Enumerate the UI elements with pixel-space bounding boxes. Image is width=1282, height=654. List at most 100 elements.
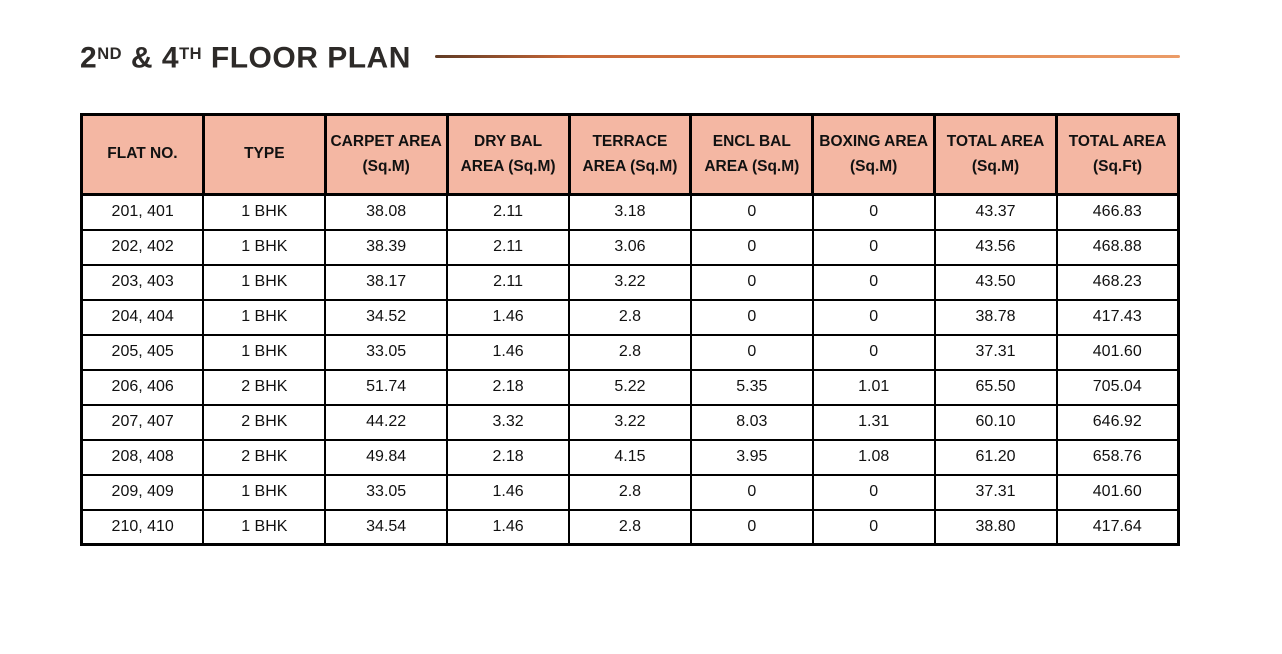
cell-terrace-area: 3.18 <box>568 193 692 231</box>
table-header-row: FLAT NO. TYPE CARPET AREA (Sq.M) DRY BAL… <box>80 113 1180 196</box>
cell-carpet-area: 38.17 <box>324 263 449 301</box>
cell-dry-bal-area: 1.46 <box>446 333 570 371</box>
cell-total-area-sqm: 65.50 <box>933 368 1058 406</box>
cell-dry-bal-area: 2.18 <box>446 368 570 406</box>
cell-carpet-area: 38.39 <box>324 228 449 266</box>
cell-boxing-area: 0 <box>811 263 936 301</box>
cell-total-area-sqft: 417.43 <box>1055 298 1180 336</box>
title-text: FLOOR PLAN <box>202 41 411 75</box>
cell-total-area-sqft: 705.04 <box>1055 368 1180 406</box>
cell-boxing-area: 0 <box>811 508 936 546</box>
cell-boxing-area: 0 <box>811 473 936 511</box>
table-row: 209, 409 1 BHK 33.05 1.46 2.8 0 0 37.31 … <box>80 473 1180 511</box>
cell-dry-bal-area: 2.11 <box>446 193 570 231</box>
cell-carpet-area: 38.08 <box>324 193 449 231</box>
cell-boxing-area: 1.08 <box>811 438 936 476</box>
cell-encl-bal-area: 0 <box>689 228 814 266</box>
title-superscript: ND <box>97 44 123 63</box>
cell-flat-no: 207, 407 <box>80 403 205 441</box>
cell-terrace-area: 2.8 <box>568 473 692 511</box>
cell-carpet-area: 49.84 <box>324 438 449 476</box>
cell-dry-bal-area: 1.46 <box>446 473 570 511</box>
cell-terrace-area: 3.22 <box>568 263 692 301</box>
cell-dry-bal-area: 2.11 <box>446 263 570 301</box>
cell-encl-bal-area: 3.95 <box>689 438 814 476</box>
table-head: FLAT NO. TYPE CARPET AREA (Sq.M) DRY BAL… <box>80 113 1180 196</box>
cell-total-area-sqft: 401.60 <box>1055 333 1180 371</box>
cell-encl-bal-area: 0 <box>689 508 814 546</box>
table-row: 206, 406 2 BHK 51.74 2.18 5.22 5.35 1.01… <box>80 368 1180 406</box>
cell-carpet-area: 51.74 <box>324 368 449 406</box>
table-row: 202, 402 1 BHK 38.39 2.11 3.06 0 0 43.56… <box>80 228 1180 266</box>
cell-encl-bal-area: 0 <box>689 298 814 336</box>
cell-type: 1 BHK <box>202 263 327 301</box>
cell-type: 1 BHK <box>202 473 327 511</box>
cell-type: 1 BHK <box>202 298 327 336</box>
cell-total-area-sqft: 658.76 <box>1055 438 1180 476</box>
cell-flat-no: 209, 409 <box>80 473 205 511</box>
cell-total-area-sqm: 37.31 <box>933 333 1058 371</box>
floor-plan-table: FLAT NO. TYPE CARPET AREA (Sq.M) DRY BAL… <box>80 113 1180 546</box>
cell-flat-no: 204, 404 <box>80 298 205 336</box>
table-row: 207, 407 2 BHK 44.22 3.32 3.22 8.03 1.31… <box>80 403 1180 441</box>
cell-terrace-area: 5.22 <box>568 368 692 406</box>
cell-encl-bal-area: 0 <box>689 333 814 371</box>
cell-type: 1 BHK <box>202 193 327 231</box>
cell-boxing-area: 0 <box>811 228 936 266</box>
cell-total-area-sqft: 417.64 <box>1055 508 1180 546</box>
title-superscript: TH <box>179 44 203 63</box>
cell-boxing-area: 0 <box>811 298 936 336</box>
page-title: 2ND & 4TH FLOOR PLAN <box>80 36 411 76</box>
cell-total-area-sqm: 37.31 <box>933 473 1058 511</box>
column-header: BOXING AREA (Sq.M) <box>811 113 937 196</box>
cell-total-area-sqm: 38.78 <box>933 298 1058 336</box>
cell-type: 2 BHK <box>202 403 327 441</box>
cell-total-area-sqm: 38.80 <box>933 508 1058 546</box>
cell-type: 2 BHK <box>202 438 327 476</box>
cell-dry-bal-area: 2.18 <box>446 438 570 476</box>
cell-total-area-sqft: 468.23 <box>1055 263 1180 301</box>
column-header: CARPET AREA (Sq.M) <box>323 113 449 196</box>
cell-total-area-sqm: 43.37 <box>933 193 1058 231</box>
column-header: ENCL BAL AREA (Sq.M) <box>689 113 815 196</box>
cell-flat-no: 206, 406 <box>80 368 205 406</box>
cell-type: 2 BHK <box>202 368 327 406</box>
column-header: TOTAL AREA (Sq.Ft) <box>1055 113 1180 196</box>
column-header: DRY BAL AREA (Sq.M) <box>445 113 571 196</box>
cell-total-area-sqm: 61.20 <box>933 438 1058 476</box>
cell-type: 1 BHK <box>202 228 327 266</box>
title-divider-line <box>434 54 1180 58</box>
table-row: 208, 408 2 BHK 49.84 2.18 4.15 3.95 1.08… <box>80 438 1180 476</box>
cell-total-area-sqm: 43.50 <box>933 263 1058 301</box>
cell-type: 1 BHK <box>202 508 327 546</box>
cell-total-area-sqft: 468.88 <box>1055 228 1180 266</box>
cell-flat-no: 210, 410 <box>80 508 205 546</box>
cell-boxing-area: 1.01 <box>811 368 936 406</box>
table-row: 205, 405 1 BHK 33.05 1.46 2.8 0 0 37.31 … <box>80 333 1180 371</box>
cell-carpet-area: 34.54 <box>324 508 449 546</box>
table-row: 203, 403 1 BHK 38.17 2.11 3.22 0 0 43.50… <box>80 263 1180 301</box>
cell-total-area-sqft: 466.83 <box>1055 193 1180 231</box>
cell-total-area-sqft: 646.92 <box>1055 403 1180 441</box>
cell-flat-no: 208, 408 <box>80 438 205 476</box>
cell-terrace-area: 4.15 <box>568 438 692 476</box>
cell-terrace-area: 2.8 <box>568 508 692 546</box>
cell-boxing-area: 0 <box>811 333 936 371</box>
column-header: TOTAL AREA (Sq.M) <box>933 113 1058 196</box>
cell-boxing-area: 0 <box>811 193 936 231</box>
cell-dry-bal-area: 1.46 <box>446 508 570 546</box>
title-text: 2 <box>80 41 98 75</box>
column-header: FLAT NO. <box>80 113 205 196</box>
cell-carpet-area: 33.05 <box>324 473 449 511</box>
cell-terrace-area: 3.22 <box>568 403 692 441</box>
table-row: 201, 401 1 BHK 38.08 2.11 3.18 0 0 43.37… <box>80 193 1180 231</box>
cell-encl-bal-area: 8.03 <box>689 403 814 441</box>
page-header: 2ND & 4TH FLOOR PLAN <box>80 38 1180 74</box>
cell-flat-no: 203, 403 <box>80 263 205 301</box>
cell-carpet-area: 34.52 <box>324 298 449 336</box>
table-body: 201, 401 1 BHK 38.08 2.11 3.18 0 0 43.37… <box>80 193 1180 546</box>
title-text: & 4 <box>122 41 180 75</box>
cell-carpet-area: 33.05 <box>324 333 449 371</box>
cell-total-area-sqm: 43.56 <box>933 228 1058 266</box>
cell-flat-no: 202, 402 <box>80 228 205 266</box>
